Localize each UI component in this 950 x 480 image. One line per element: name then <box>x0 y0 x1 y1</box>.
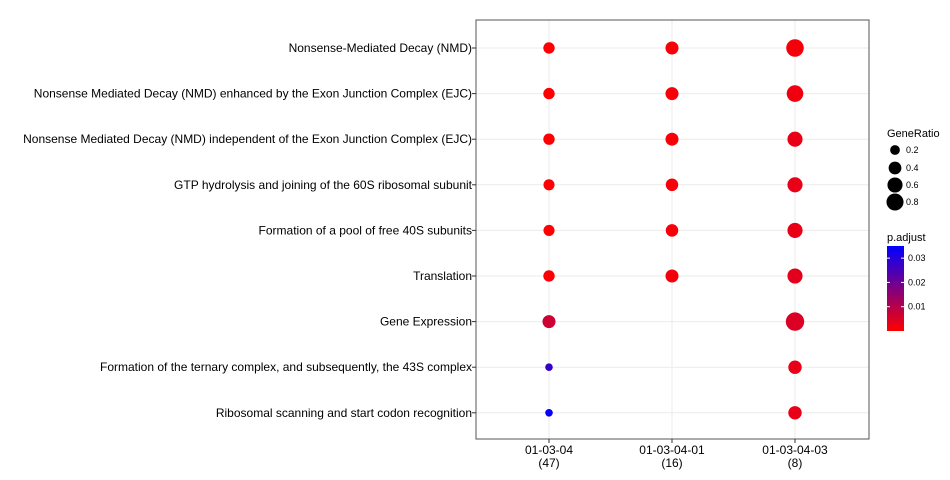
gene-ratio-legend-title: GeneRatio <box>887 128 940 140</box>
data-point <box>788 406 802 420</box>
y-tick-label: Nonsense Mediated Decay (NMD) enhanced b… <box>34 87 472 101</box>
data-point <box>665 224 679 237</box>
data-point <box>665 178 679 192</box>
p-adjust-legend: p.adjust 0.01 0.02 0.03 <box>887 232 926 331</box>
p-adjust-legend-label: 0.02 <box>908 277 926 287</box>
data-point <box>785 312 805 331</box>
data-point <box>543 224 555 236</box>
data-point <box>543 133 555 145</box>
data-point <box>545 363 553 371</box>
data-point <box>786 39 804 57</box>
data-point <box>787 131 803 147</box>
y-axis: Nonsense-Mediated Decay (NMD) Nonsense Me… <box>23 41 476 420</box>
data-point <box>787 177 803 193</box>
p-adjust-legend-title: p.adjust <box>887 232 926 244</box>
gene-ratio-legend-key <box>886 193 904 211</box>
data-point <box>543 87 555 100</box>
p-adjust-legend-label: 0.03 <box>908 253 926 263</box>
x-tick-count-label: (16) <box>661 456 682 470</box>
data-point <box>665 41 679 55</box>
data-points <box>542 39 805 420</box>
data-point <box>787 268 803 284</box>
gene-ratio-legend-label: 0.2 <box>906 145 919 155</box>
gene-ratio-legend-label: 0.4 <box>906 163 919 173</box>
data-point <box>545 409 553 417</box>
x-tick-label: 01-03-04-01 <box>639 443 705 457</box>
y-tick-label: Formation of a pool of free 40S subunits <box>259 223 472 237</box>
gene-ratio-legend-key <box>890 145 900 155</box>
data-point <box>788 360 802 374</box>
gene-ratio-legend-key <box>888 161 902 175</box>
y-tick-label: Ribosomal scanning and start codon recog… <box>216 406 472 420</box>
data-point <box>542 315 556 329</box>
data-point <box>543 270 555 282</box>
y-tick-label: Nonsense-Mediated Decay (NMD) <box>289 41 472 55</box>
p-adjust-colorbar <box>887 246 904 331</box>
x-tick-count-label: (47) <box>538 456 559 470</box>
data-point <box>665 87 679 101</box>
gene-ratio-legend-label: 0.8 <box>906 197 919 207</box>
data-point <box>665 132 679 146</box>
data-point <box>543 42 555 54</box>
data-point <box>786 85 804 102</box>
data-point <box>665 269 679 283</box>
data-point <box>543 179 555 191</box>
x-tick-label: 01-03-04-03 <box>762 443 828 457</box>
data-point <box>787 222 803 238</box>
y-tick-label: GTP hydrolysis and joining of the 60S ri… <box>174 178 473 192</box>
x-tick-label: 01-03-04 <box>525 443 573 457</box>
y-tick-label: Gene Expression <box>380 315 472 329</box>
x-axis: 01-03-04(47) 01-03-04-01(16) 01-03-04-03(8… <box>525 439 828 470</box>
gene-ratio-legend-label: 0.6 <box>906 180 919 190</box>
x-tick-count-label: (8) <box>788 456 803 470</box>
gene-ratio-legend: GeneRatio 0.2 0.4 0.6 0.8 <box>886 128 940 211</box>
y-tick-label: Formation of the ternary complex, and su… <box>100 360 472 374</box>
y-tick-label: Nonsense Mediated Decay (NMD) independen… <box>23 132 472 146</box>
p-adjust-legend-label: 0.01 <box>908 302 926 312</box>
gene-ratio-legend-key <box>887 177 903 193</box>
y-tick-label: Translation <box>413 269 472 283</box>
